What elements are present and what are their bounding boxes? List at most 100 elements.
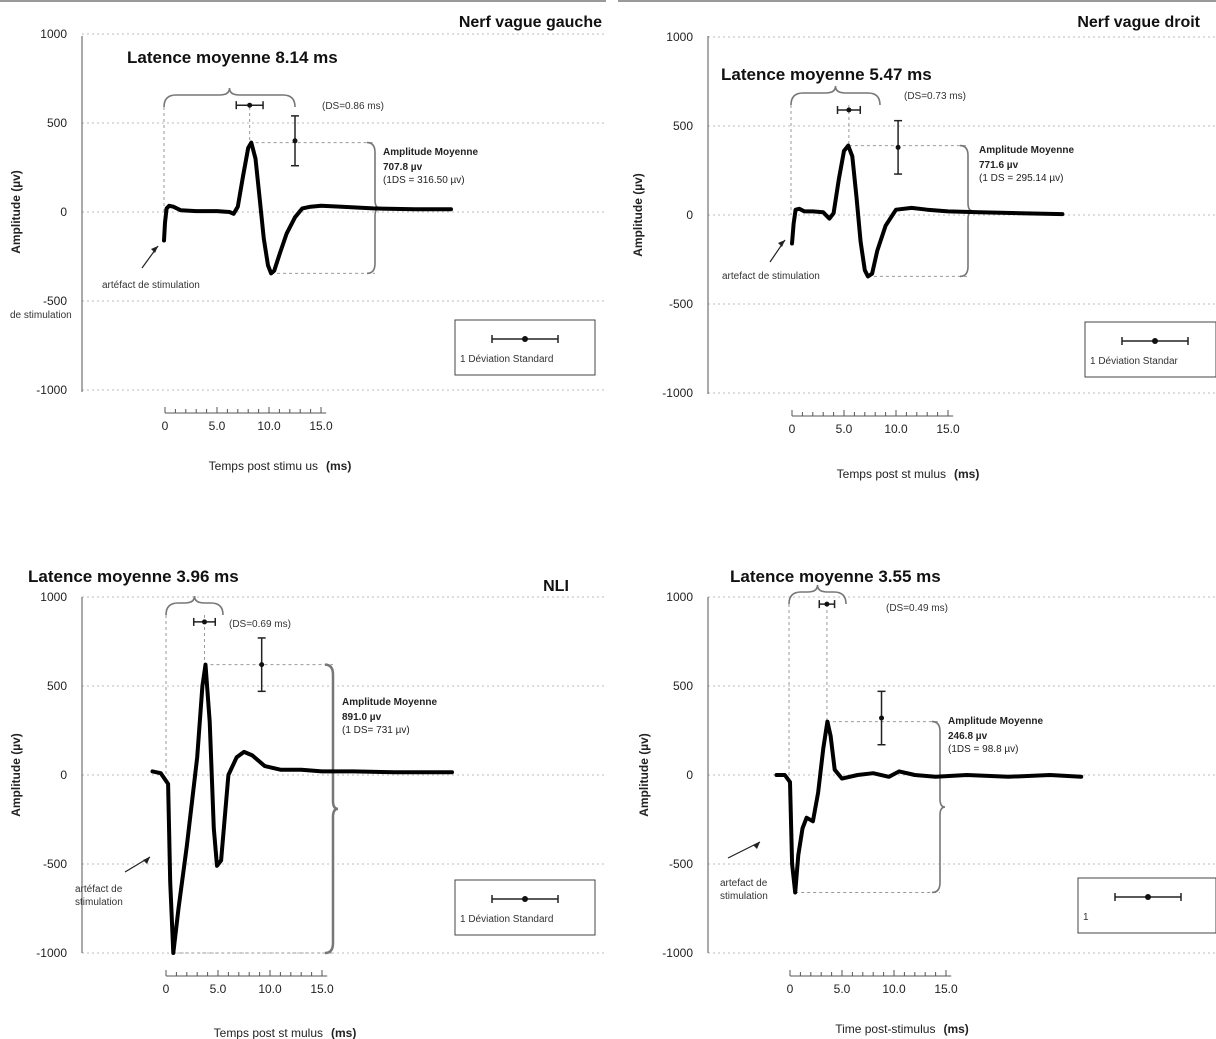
chart-title: Nerf vague gauche [459, 14, 602, 31]
x-tick-label: 5.0 [836, 422, 853, 436]
y-axis-label: Amplitude (µv) [9, 733, 23, 817]
amplitude-bracket [931, 720, 946, 894]
artifact-label: artéfact de stimulation [102, 280, 200, 291]
latency-sd-label: (DS=0.49 ms) [886, 603, 948, 614]
y-tick-label: -1000 [36, 383, 67, 397]
y-tick-label: 0 [686, 208, 693, 222]
latency-title: Latence moyenne 5.47 ms [721, 65, 932, 84]
latency-sd-label: (DS=0.69 ms) [229, 619, 291, 630]
chart-title: Nerf vague droit [1077, 14, 1200, 31]
artifact-arrowhead [151, 246, 158, 253]
legend-box [1077, 877, 1216, 934]
x-axis-label: Time post-stimulus (ms) [835, 1022, 969, 1036]
amplitude-sd: (1 DS = 295.14 µv) [979, 173, 1063, 184]
x-axis-label-text: Temps post st mulus [837, 467, 946, 481]
latency-errorbar-point [247, 102, 253, 108]
artifact-label: artefact de stimulation [720, 878, 768, 902]
y-tick-label: 0 [686, 768, 693, 782]
stray-label: de stimulation [10, 310, 72, 321]
legend-point [522, 336, 528, 342]
latency-title: Latence moyenne 3.96 ms [28, 567, 239, 586]
legend-text: 1 Déviation Standard [460, 914, 553, 925]
y-tick-label: -500 [669, 857, 693, 871]
x-tick-label: 15.0 [934, 982, 958, 996]
amplitude-label: Amplitude Moyenne [383, 147, 478, 158]
artifact-label-line: artefact de [720, 878, 768, 889]
x-axis-label-unit: (ms) [331, 1026, 356, 1039]
x-tick-label: 10.0 [257, 419, 281, 433]
x-axis-label: Temps post st mulus (ms) [837, 467, 980, 481]
amplitude-value: 771.6 µv [979, 160, 1019, 171]
artifact-arrowhead [778, 240, 785, 247]
y-tick-label: 1000 [666, 30, 693, 44]
latency-brace [163, 87, 296, 108]
waveform-line [790, 143, 1065, 279]
y-tick-label: 500 [673, 679, 693, 693]
y-axis-label: Amplitude (µv) [9, 170, 23, 254]
amplitude-errorbar-point [259, 662, 265, 668]
x-tick-label: 0 [787, 982, 794, 996]
artifact-label-line: stimulation [75, 897, 123, 908]
artifact-arrowhead [753, 842, 760, 849]
latency-brace [165, 595, 224, 616]
latency-errorbar-point [824, 601, 830, 607]
y-tick-label: -500 [43, 857, 67, 871]
amplitude-sd: (1DS = 98.8 µv) [948, 744, 1019, 755]
y-tick-label: -500 [43, 294, 67, 308]
waveform-line [774, 719, 1084, 895]
legend-text: 1 [1083, 912, 1089, 923]
x-axis-label: Temps post st mulus (ms) [214, 1026, 357, 1039]
artifact-label-line: artéfact de [75, 884, 123, 895]
amplitude-sd: (1 DS= 731 µv) [342, 725, 410, 736]
latency-sd-label: (DS=0.86 ms) [322, 101, 384, 112]
amplitude-bracket [324, 663, 339, 955]
x-axis-label-unit: (ms) [326, 459, 351, 473]
latency-sd-label: (DS=0.73 ms) [904, 91, 966, 102]
artifact-label: artéfact de stimulation [75, 884, 123, 908]
latency-title: Latence moyenne 8.14 ms [127, 48, 338, 67]
amplitude-errorbar-point [292, 138, 298, 144]
y-tick-label: 1000 [40, 590, 67, 604]
amplitude-label: Amplitude Moyenne [979, 145, 1074, 156]
chart-panel-2: 1000 500 0 -500 -1000 Amplitude (µv) 0 5.0 10.0 1… [631, 14, 1216, 481]
legend-text: 1 Déviation Standard [460, 354, 553, 365]
chart-panel-3: 1000 500 0 -500 -1000 Amplitude (µv) 0 5.0 10.0 1… [9, 567, 605, 1039]
y-tick-label: -1000 [36, 946, 67, 960]
chart-panel-1: 1000 500 0 -500 -1000 Amplitude (µv) 0 5.0 10.0 1… [9, 14, 605, 473]
waveform-line [150, 662, 454, 955]
legend-point [1145, 894, 1151, 900]
chart-panel-4: 1000 500 0 -500 -1000 Amplitude (µv) 0 5.0 10.0 1… [637, 567, 1216, 1036]
latency-title: Latence moyenne 3.55 ms [730, 567, 941, 586]
y-tick-label: 500 [47, 116, 67, 130]
amplitude-label: Amplitude Moyenne [342, 697, 437, 708]
latency-errorbar-point [201, 619, 207, 625]
amplitude-errorbar-point [895, 144, 901, 150]
x-tick-label: 10.0 [884, 422, 908, 436]
x-axis-label-text: Temps post stimu us [209, 459, 318, 473]
artifact-arrowhead [143, 857, 150, 864]
latency-errorbar-point [846, 107, 852, 113]
x-tick-label: 15.0 [310, 982, 334, 996]
x-tick-label: 0 [163, 982, 170, 996]
latency-brace [790, 85, 881, 106]
x-tick-label: 5.0 [210, 982, 227, 996]
x-tick-label: 5.0 [209, 419, 226, 433]
y-axis-label: Amplitude (µv) [637, 733, 651, 817]
y-axis-label: Amplitude (µv) [631, 173, 645, 257]
legend-box [454, 319, 596, 376]
x-axis-label-unit: (ms) [954, 467, 979, 481]
y-tick-label: 1000 [666, 590, 693, 604]
latency-brace [788, 584, 847, 605]
artifact-label-line: stimulation [720, 891, 768, 902]
y-tick-label: 0 [60, 205, 67, 219]
x-tick-label: 10.0 [258, 982, 282, 996]
x-axis-label-unit: (ms) [943, 1022, 968, 1036]
legend-text: 1 Déviation Standar [1090, 356, 1179, 367]
y-tick-label: 500 [673, 119, 693, 133]
x-tick-label: 15.0 [309, 419, 333, 433]
amplitude-label: Amplitude Moyenne [948, 716, 1043, 727]
x-tick-label: 10.0 [882, 982, 906, 996]
x-tick-label: 0 [789, 422, 796, 436]
y-tick-label: -1000 [662, 386, 693, 400]
x-tick-label: 0 [162, 419, 169, 433]
